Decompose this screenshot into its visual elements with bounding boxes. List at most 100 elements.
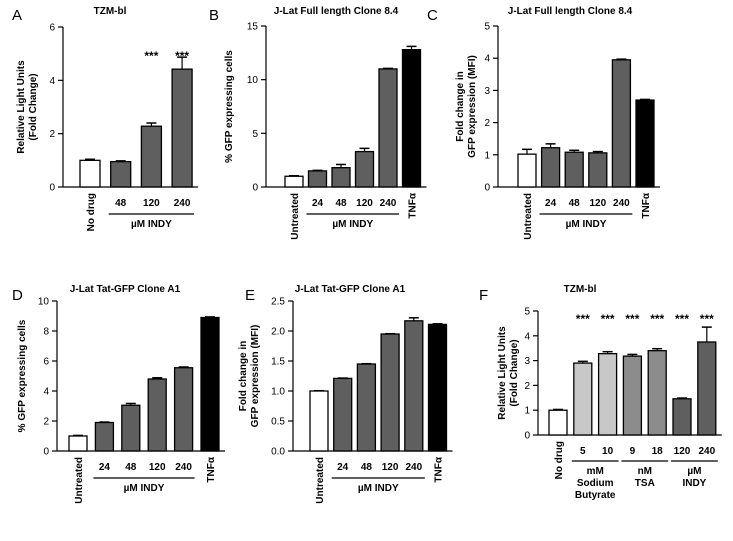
category-label: 48 xyxy=(361,462,373,473)
y-axis-label: GFP expression (MFI) xyxy=(250,325,261,428)
y-tick-label: 2 xyxy=(43,417,49,428)
group-label: µM INDY xyxy=(566,219,607,230)
category-label: Untreated xyxy=(523,193,534,240)
panel-letter: C xyxy=(427,7,438,24)
panel-title: J-Lat Full length Clone 8.4 xyxy=(508,6,633,17)
group-label: µM xyxy=(687,466,701,477)
bar xyxy=(378,68,398,188)
bar xyxy=(564,151,584,188)
bar xyxy=(622,355,643,436)
panel-letter: E xyxy=(245,287,255,304)
y-axis-label: Fold change in xyxy=(238,341,249,412)
bar xyxy=(635,99,655,188)
y-axis-label: Relative Light Units xyxy=(497,326,508,420)
y-tick-label: 0 xyxy=(252,183,258,194)
y-tick-label: 6 xyxy=(43,357,49,368)
panel-b: B J-Lat Full length Clone 8.4 % GFP expres… xyxy=(209,6,427,240)
group-sublabel: INDY xyxy=(682,478,706,489)
category-label: 240 xyxy=(174,198,191,209)
group-label: µM INDY xyxy=(124,483,165,494)
category-label: 48 xyxy=(125,462,137,473)
y-tick-label: 8 xyxy=(43,327,49,338)
group-label: µM INDY xyxy=(358,483,399,494)
y-tick-label: 5 xyxy=(524,307,530,318)
bar xyxy=(284,175,304,188)
bar xyxy=(309,390,329,452)
category-label: 24 xyxy=(312,198,324,209)
significance-label: *** xyxy=(650,312,664,326)
significance-label: *** xyxy=(700,312,714,326)
bar xyxy=(588,152,608,188)
category-label: 120 xyxy=(143,198,160,209)
category-label: 240 xyxy=(175,462,192,473)
y-axis-label: (Fold Change) xyxy=(509,339,520,406)
y-tick-label: 10 xyxy=(247,75,259,86)
category-label: 24 xyxy=(99,462,111,473)
bar xyxy=(354,150,375,188)
bar xyxy=(404,320,424,452)
y-axis-label: Fold change in xyxy=(455,71,466,142)
panel-title: J-Lat Tat-GFP Clone A1 xyxy=(295,284,406,295)
bar xyxy=(672,398,692,436)
category-label: TNFα xyxy=(206,456,217,482)
significance-label: *** xyxy=(601,312,615,326)
bar xyxy=(401,48,422,188)
significance-label: *** xyxy=(175,49,189,63)
bar xyxy=(110,161,132,188)
panel-f: F TZM-bl Relative Light Units (Fold Change)… xyxy=(479,284,722,501)
category-label: 120 xyxy=(149,462,166,473)
category-label: 240 xyxy=(405,462,422,473)
bar xyxy=(548,409,568,436)
category-label: TNFα xyxy=(408,192,419,218)
group-label: µM INDY xyxy=(131,219,172,230)
bar xyxy=(333,377,353,452)
panel-title: J-Lat Full length Clone 8.4 xyxy=(274,6,399,17)
bar xyxy=(573,362,593,436)
category-label: Untreated xyxy=(315,457,326,504)
group-sublabel: Sodium xyxy=(577,478,614,489)
y-tick-label: 3 xyxy=(484,86,490,97)
category-label: 5 xyxy=(580,446,586,457)
y-tick-label: 4 xyxy=(43,387,49,398)
y-tick-label: 3 xyxy=(524,356,530,367)
group-label: mM xyxy=(587,466,604,477)
category-label: 240 xyxy=(698,446,715,457)
y-tick-label: 2 xyxy=(49,129,55,140)
y-axis-label: GFP expression (MFI) xyxy=(467,55,478,158)
bar xyxy=(597,353,618,436)
panel-letter: D xyxy=(12,287,23,304)
significance-label: *** xyxy=(675,312,689,326)
category-label: 120 xyxy=(674,446,691,457)
panel-title: TZM-bl xyxy=(564,284,597,295)
y-tick-label: 0 xyxy=(484,183,490,194)
y-tick-label: 4 xyxy=(484,54,490,65)
bar xyxy=(331,167,351,188)
bar xyxy=(68,435,88,452)
category-label: 9 xyxy=(630,446,636,457)
y-tick-label: 0 xyxy=(43,447,49,458)
category-label: 24 xyxy=(545,198,557,209)
y-tick-label: 4 xyxy=(524,331,530,342)
bar xyxy=(427,323,448,452)
y-tick-label: 0.5 xyxy=(271,417,285,428)
bar xyxy=(121,404,141,452)
category-label: 18 xyxy=(652,446,664,457)
y-axis-label: (Fold Change) xyxy=(28,73,39,140)
panel-e: E J-Lat Tat-GFP Clone A1 Fold change in GFP… xyxy=(238,284,453,504)
panel-letter: F xyxy=(479,287,488,304)
category-label: Untreated xyxy=(290,193,301,240)
bar xyxy=(647,350,667,436)
panel-title: J-Lat Tat-GFP Clone A1 xyxy=(70,284,181,295)
y-tick-label: 2 xyxy=(484,118,490,129)
y-tick-label: 2.5 xyxy=(271,297,285,308)
y-tick-label: 10 xyxy=(38,297,50,308)
panel-letter: B xyxy=(209,7,219,24)
group-sublabel: TSA xyxy=(635,478,655,489)
category-label: 240 xyxy=(613,198,630,209)
category-label: 120 xyxy=(382,462,399,473)
y-tick-label: 1 xyxy=(484,150,490,161)
bar xyxy=(94,421,115,452)
y-tick-label: 4 xyxy=(49,76,55,87)
group-label: µM INDY xyxy=(332,219,373,230)
